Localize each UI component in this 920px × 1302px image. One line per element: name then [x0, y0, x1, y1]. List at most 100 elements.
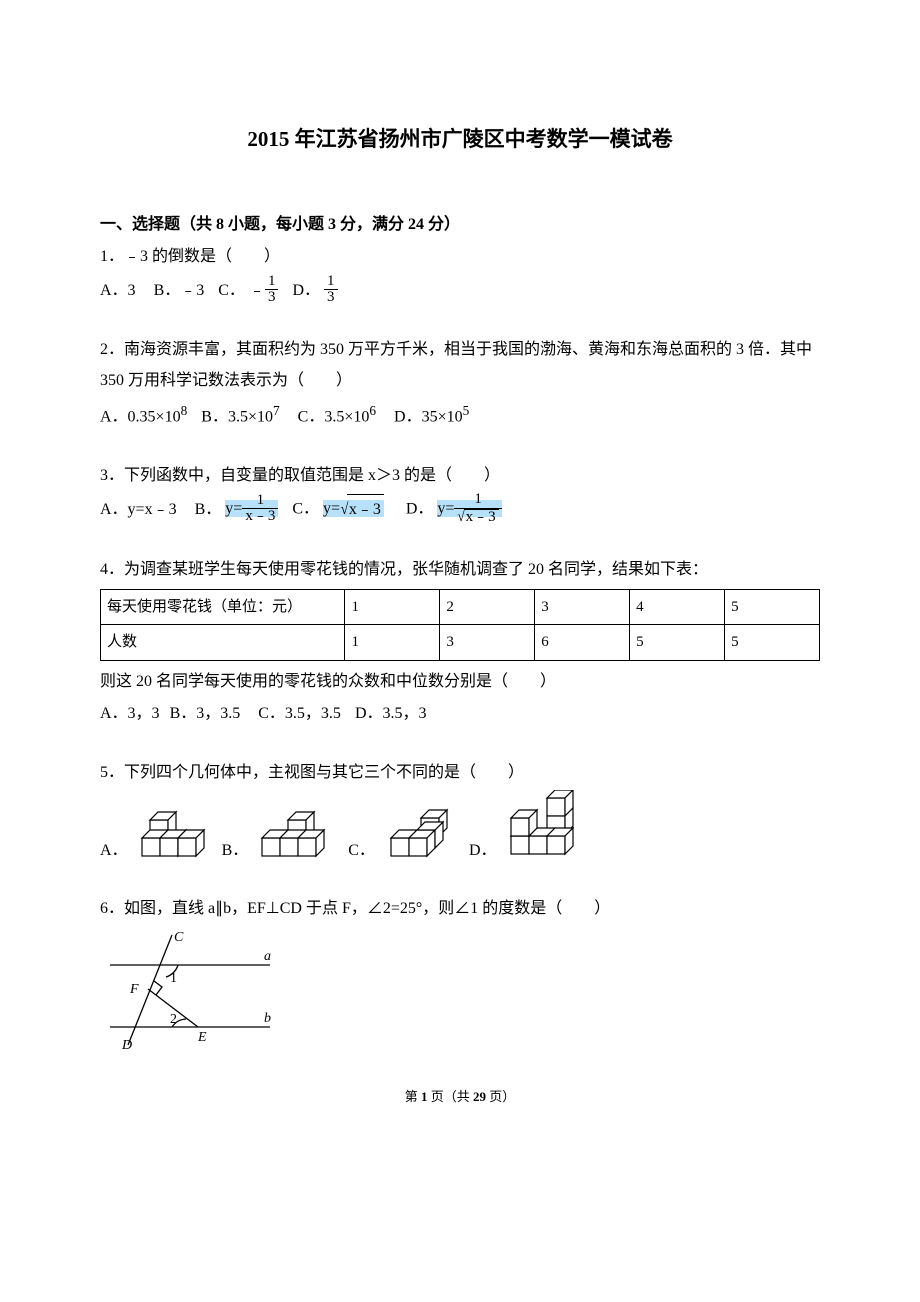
- label-2: 2: [170, 1012, 177, 1027]
- q4-after: 则这 20 名同学每天使用的零花钱的众数和中位数分别是（ ）: [100, 667, 820, 697]
- table-cell: 6: [535, 625, 630, 661]
- sqrt-icon: √x﹣3: [457, 509, 498, 526]
- q2-opt-C: C．3.5×106: [298, 398, 376, 433]
- q3-B-num: 1: [242, 493, 278, 510]
- table-cell: 5: [725, 589, 820, 625]
- label-1: 1: [170, 971, 177, 986]
- q5-opt-C: C．: [348, 836, 375, 866]
- q1-D-num: 1: [324, 274, 338, 291]
- q3-opt-C: C． y=√x﹣3: [292, 494, 384, 525]
- q1-stem: 1．﹣3 的倒数是（ ）: [100, 242, 820, 272]
- q2-opt-A: A．0.35×108: [100, 398, 187, 433]
- cubes-D-icon: [507, 790, 597, 866]
- sqrt-icon: √x﹣3: [340, 494, 384, 525]
- q1-opt-D: D． 13: [292, 275, 337, 308]
- question-3: 3．下列函数中，自变量的取值范围是 x＞3 的是（ ） A．y=x﹣3 B． y…: [100, 461, 820, 527]
- section-1-heading: 一、选择题（共 8 小题，每小题 3 分，满分 24 分）: [100, 210, 820, 240]
- q1-D-den: 3: [324, 290, 338, 306]
- q5-opt-B: B．: [222, 836, 249, 866]
- q1-C-label: C．: [218, 282, 245, 299]
- fraction-icon: 1x﹣3: [242, 493, 278, 526]
- footer-post: 页）: [486, 1089, 515, 1104]
- q3-D-label: D．: [406, 500, 434, 517]
- q4-row1-head: 每天使用零花钱（单位：元）: [101, 589, 345, 625]
- label-a: a: [264, 949, 271, 964]
- exam-title: 2015 年江苏省扬州市广陵区中考数学一模试卷: [100, 120, 820, 160]
- footer-mid: 页（共: [427, 1089, 473, 1104]
- q1-opt-B: B．﹣3: [154, 276, 205, 306]
- fraction-icon: 13: [324, 274, 338, 307]
- q6-stem: 6．如图，直线 a∥b，EF⊥CD 于点 F，∠2=25°，则∠1 的度数是（ …: [100, 894, 820, 924]
- question-4: 4．为调查某班学生每天使用零花钱的情况，张华随机调查了 20 名同学，结果如下表…: [100, 555, 820, 730]
- cubes-C-icon: [385, 800, 465, 866]
- table-cell: 1: [345, 589, 440, 625]
- q4-row2-head: 人数: [101, 625, 345, 661]
- table-cell: 1: [345, 625, 440, 661]
- q1-C-den: 3: [265, 290, 279, 306]
- q2-D-exp: 5: [463, 403, 470, 418]
- q4-opt-C: C．3.5，3.5: [258, 699, 341, 729]
- q3-opt-D: D． y=1√x﹣3: [406, 493, 502, 527]
- q2-C-base: C．3.5×10: [298, 408, 370, 425]
- q2-stem: 2．南海资源丰富，其面积约为 350 万平方千米，相当于我国的渤海、黄海和东海总…: [100, 335, 820, 396]
- q3-B-yeq: y=: [225, 500, 242, 517]
- q2-C-exp: 6: [369, 403, 376, 418]
- question-6: 6．如图，直线 a∥b，EF⊥CD 于点 F，∠2=25°，则∠1 的度数是（ …: [100, 894, 820, 1056]
- table-cell: 3: [440, 625, 535, 661]
- q1-opt-C: C． ﹣13: [218, 275, 278, 308]
- q5-stem: 5．下列四个几何体中，主视图与其它三个不同的是（ ）: [100, 758, 820, 788]
- table-cell: 4: [630, 589, 725, 625]
- label-F: F: [129, 982, 139, 997]
- q2-opt-D: D．35×105: [394, 398, 469, 433]
- q4-opt-A: A．3，3: [100, 699, 160, 729]
- q6-figure-icon: C a F 1 2 b D E: [100, 927, 280, 1057]
- table-cell: 5: [630, 625, 725, 661]
- q2-A-exp: 8: [181, 403, 188, 418]
- q4-opt-D: D．3.5，3: [355, 699, 427, 729]
- question-2: 2．南海资源丰富，其面积约为 350 万平方千米，相当于我国的渤海、黄海和东海总…: [100, 335, 820, 433]
- q3-D-rad: x﹣3: [464, 509, 499, 526]
- q1-C-neg: ﹣: [249, 282, 265, 299]
- q3-opt-A: A．y=x﹣3: [100, 495, 177, 525]
- fraction-icon: 1√x﹣3: [454, 492, 501, 526]
- footer-pre: 第: [405, 1089, 421, 1104]
- q3-B-label: B．: [195, 500, 222, 517]
- q3-opt-B: B． y=1x﹣3: [195, 494, 279, 527]
- cubes-A-icon: [138, 800, 218, 866]
- q2-opt-B: B．3.5×107: [201, 398, 279, 433]
- q2-D-base: D．35×10: [394, 408, 463, 425]
- table-cell: 2: [440, 589, 535, 625]
- question-5: 5．下列四个几何体中，主视图与其它三个不同的是（ ） A．: [100, 758, 820, 866]
- table-cell: 5: [725, 625, 820, 661]
- table-row: 人数 1 3 6 5 5: [101, 625, 820, 661]
- q1-D-label: D．: [292, 282, 320, 299]
- footer-total: 29: [473, 1089, 486, 1104]
- label-C: C: [174, 930, 184, 945]
- q4-table: 每天使用零花钱（单位：元） 1 2 3 4 5 人数 1 3 6 5 5: [100, 589, 820, 661]
- q4-stem: 4．为调查某班学生每天使用零花钱的情况，张华随机调查了 20 名同学，结果如下表…: [100, 555, 820, 585]
- label-b: b: [264, 1011, 271, 1026]
- q3-stem: 3．下列函数中，自变量的取值范围是 x＞3 的是（ ）: [100, 461, 820, 491]
- q3-B-den: x﹣3: [242, 509, 278, 525]
- q5-opt-D: D．: [469, 836, 497, 866]
- cubes-B-icon: [258, 800, 344, 866]
- label-E: E: [197, 1030, 207, 1045]
- q5-opt-A: A．: [100, 836, 128, 866]
- q2-A-base: A．0.35×10: [100, 408, 181, 425]
- q1-opt-A: A．3: [100, 276, 136, 306]
- q2-B-exp: 7: [273, 403, 280, 418]
- fraction-icon: 13: [265, 274, 279, 307]
- q3-C-rad: x﹣3: [347, 494, 384, 525]
- q1-C-num: 1: [265, 274, 279, 291]
- table-row: 每天使用零花钱（单位：元） 1 2 3 4 5: [101, 589, 820, 625]
- q3-C-yeq: y=: [323, 500, 340, 517]
- page-footer: 第 1 页（共 29 页）: [100, 1085, 820, 1110]
- q4-opt-B: B．3，3.5: [170, 699, 241, 729]
- q3-D-num: 1: [454, 492, 501, 509]
- q2-B-base: B．3.5×10: [201, 408, 273, 425]
- question-1: 1．﹣3 的倒数是（ ） A．3 B．﹣3 C． ﹣13 D． 13: [100, 242, 820, 307]
- table-cell: 3: [535, 589, 630, 625]
- q3-C-label: C．: [292, 500, 319, 517]
- q3-D-yeq: y=: [437, 500, 454, 517]
- label-D: D: [121, 1038, 132, 1053]
